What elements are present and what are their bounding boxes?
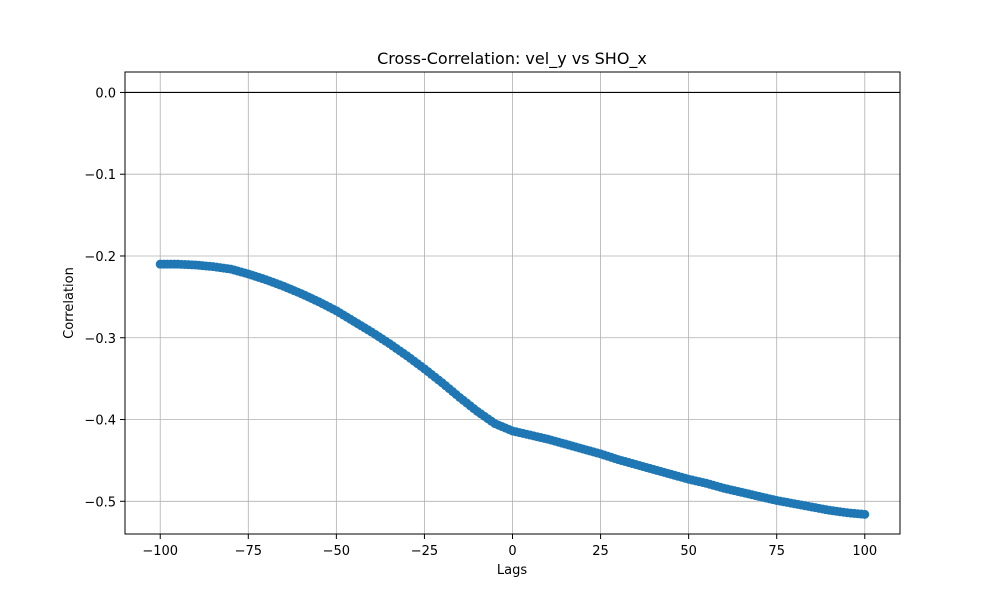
x-tick-label: −25: [411, 544, 438, 559]
x-axis-ticks: −100 −75 −50 −25 0 25 50 75 100: [142, 534, 877, 559]
y-axis-label: Correlation: [62, 267, 77, 339]
y-tick-label: −0.5: [84, 495, 116, 510]
x-tick-label: −50: [323, 544, 350, 559]
chart-title: Cross-Correlation: vel_y vs SHO_x: [377, 49, 647, 69]
x-tick-label: 100: [852, 544, 877, 559]
data-points: [155, 259, 870, 519]
y-tick-label: −0.2: [84, 250, 116, 265]
x-tick-label: 0: [508, 544, 516, 559]
x-tick-label: 25: [592, 544, 609, 559]
grid-lines: [125, 72, 900, 534]
x-tick-label: −75: [235, 544, 262, 559]
y-axis-ticks: 0.0 −0.1 −0.2 −0.3 −0.4 −0.5: [84, 86, 125, 510]
y-tick-label: −0.1: [84, 168, 116, 183]
y-tick-label: 0.0: [95, 86, 116, 101]
x-axis-label: Lags: [497, 563, 527, 578]
x-tick-label: 50: [680, 544, 697, 559]
y-tick-label: −0.3: [84, 332, 116, 347]
x-tick-label: 75: [768, 544, 785, 559]
data-point: [860, 509, 870, 519]
y-tick-label: −0.4: [84, 414, 116, 429]
x-tick-label: −100: [142, 544, 178, 559]
